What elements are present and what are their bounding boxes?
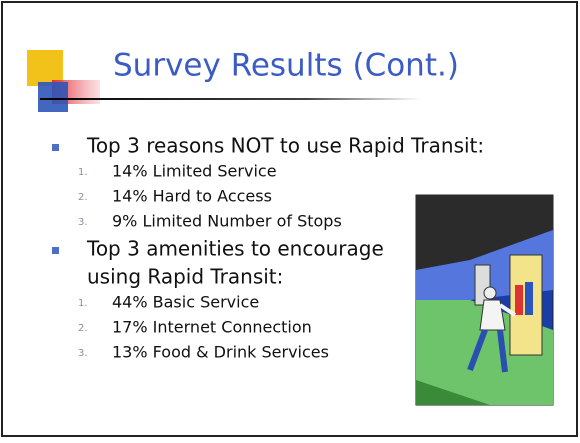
- item-text: 14% Hard to Access: [112, 187, 272, 206]
- item-text: 13% Food & Drink Services: [112, 343, 329, 362]
- section-heading: using Rapid Transit:: [87, 265, 283, 289]
- item-number: 1.: [78, 298, 88, 309]
- slide-title: Survey Results (Cont.): [113, 48, 459, 84]
- item-number: 3.: [78, 217, 88, 228]
- item-number: 1.: [78, 167, 88, 178]
- item-text: 17% Internet Connection: [112, 318, 312, 337]
- item-number: 2.: [78, 323, 88, 334]
- item-number: 2.: [78, 192, 88, 203]
- section-heading: Top 3 reasons NOT to use Rapid Transit:: [86, 134, 484, 158]
- bullet: [52, 247, 59, 254]
- item-text: 44% Basic Service: [112, 293, 259, 312]
- section-heading: Top 3 amenities to encourage: [86, 237, 384, 261]
- bullet: [52, 144, 59, 151]
- item-text: 9% Limited Number of Stops: [112, 212, 342, 231]
- slide: Survey Results (Cont.) Top 3 reasons NOT…: [0, 0, 580, 439]
- page: Survey Results (Cont.) Top 3 reasons NOT…: [0, 0, 580, 439]
- clip-art: [416, 195, 553, 405]
- item-number: 3.: [78, 348, 88, 359]
- item-text: 14% Limited Service: [112, 162, 277, 181]
